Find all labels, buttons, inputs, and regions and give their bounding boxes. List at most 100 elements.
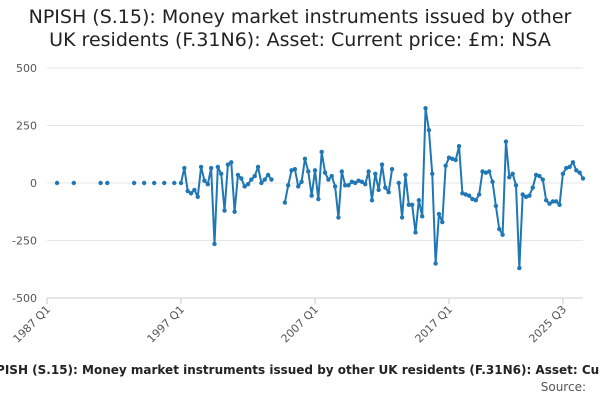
data-point[interactable] — [269, 177, 274, 182]
data-point[interactable] — [567, 164, 572, 170]
data-point[interactable] — [172, 180, 177, 186]
data-point[interactable] — [480, 169, 485, 174]
data-point[interactable] — [487, 169, 492, 174]
data-point[interactable] — [349, 179, 355, 185]
data-point[interactable] — [286, 183, 291, 188]
data-point[interactable] — [322, 170, 328, 175]
data-point[interactable] — [403, 172, 408, 178]
data-point[interactable] — [242, 184, 247, 189]
data-point[interactable] — [436, 211, 442, 217]
data-point[interactable] — [208, 165, 214, 171]
data-point[interactable] — [302, 156, 308, 162]
data-point[interactable] — [178, 180, 184, 186]
data-point[interactable] — [98, 180, 103, 186]
data-point[interactable] — [456, 144, 462, 149]
data-point[interactable] — [54, 180, 60, 186]
data-point[interactable] — [219, 171, 224, 176]
data-point[interactable] — [533, 172, 539, 178]
data-point[interactable] — [446, 155, 452, 160]
data-point[interactable] — [255, 164, 261, 170]
data-point[interactable] — [306, 169, 311, 174]
data-point[interactable] — [527, 193, 532, 198]
data-point[interactable] — [353, 180, 358, 186]
data-point[interactable] — [141, 180, 147, 186]
data-point[interactable] — [249, 177, 254, 182]
data-point[interactable] — [359, 179, 365, 185]
data-point[interactable] — [379, 162, 385, 167]
data-point[interactable] — [490, 179, 495, 185]
data-point[interactable] — [507, 175, 512, 180]
data-point[interactable] — [420, 214, 425, 219]
data-point[interactable] — [500, 232, 505, 237]
data-point[interactable] — [326, 177, 331, 182]
data-point[interactable] — [296, 184, 301, 189]
data-point[interactable] — [520, 192, 525, 197]
data-point[interactable] — [289, 168, 294, 173]
data-point[interactable] — [202, 178, 207, 183]
data-point[interactable] — [493, 203, 499, 209]
data-point[interactable] — [319, 149, 324, 155]
data-point[interactable] — [235, 172, 241, 178]
data-point[interactable] — [185, 188, 190, 194]
data-point[interactable] — [162, 180, 167, 186]
data-point[interactable] — [396, 180, 401, 186]
data-point[interactable] — [540, 177, 545, 182]
data-point[interactable] — [252, 173, 257, 179]
data-point[interactable] — [473, 198, 478, 203]
data-point[interactable] — [406, 202, 411, 208]
data-point[interactable] — [265, 172, 271, 178]
data-point[interactable] — [366, 169, 371, 174]
data-point[interactable] — [212, 241, 217, 247]
data-point[interactable] — [543, 198, 549, 203]
data-point[interactable] — [339, 169, 344, 174]
data-point[interactable] — [356, 178, 361, 183]
data-point[interactable] — [409, 202, 415, 208]
data-point[interactable] — [215, 164, 221, 170]
data-point[interactable] — [316, 196, 321, 202]
data-point[interactable] — [336, 215, 341, 220]
data-point[interactable] — [413, 230, 418, 235]
data-point[interactable] — [399, 215, 405, 220]
data-point[interactable] — [222, 208, 227, 213]
data-point[interactable] — [503, 139, 509, 144]
data-point[interactable] — [433, 261, 438, 266]
data-point[interactable] — [195, 194, 200, 199]
data-point[interactable] — [517, 265, 522, 271]
data-point[interactable] — [453, 157, 458, 163]
data-point[interactable] — [476, 192, 482, 197]
data-point[interactable] — [513, 183, 519, 188]
data-point[interactable] — [554, 199, 559, 204]
data-point[interactable] — [152, 180, 157, 186]
data-point[interactable] — [560, 171, 566, 176]
data-point[interactable] — [443, 163, 448, 168]
data-point[interactable] — [205, 181, 210, 187]
data-point[interactable] — [537, 173, 542, 179]
data-point[interactable] — [383, 185, 388, 190]
data-point[interactable] — [105, 180, 110, 186]
data-point[interactable] — [292, 167, 298, 172]
data-point[interactable] — [466, 193, 472, 198]
data-point[interactable] — [523, 194, 529, 199]
data-point[interactable] — [342, 183, 348, 188]
data-point[interactable] — [547, 201, 552, 206]
data-point[interactable] — [430, 171, 435, 176]
data-point[interactable] — [232, 209, 237, 214]
data-point[interactable] — [577, 170, 582, 175]
data-point[interactable] — [557, 202, 562, 208]
data-point[interactable] — [564, 165, 569, 171]
data-point[interactable] — [192, 187, 197, 193]
data-point[interactable] — [131, 180, 137, 186]
data-point[interactable] — [376, 187, 381, 193]
data-point[interactable] — [229, 160, 234, 165]
data-point[interactable] — [239, 176, 244, 181]
data-point[interactable] — [225, 162, 231, 167]
data-point[interactable] — [483, 170, 489, 175]
data-point[interactable] — [463, 192, 468, 197]
data-point[interactable] — [329, 173, 334, 179]
data-point[interactable] — [312, 168, 318, 173]
data-point[interactable] — [574, 168, 579, 173]
data-point[interactable] — [71, 180, 77, 186]
data-point[interactable] — [440, 219, 445, 225]
data-point[interactable] — [309, 193, 314, 198]
data-point[interactable] — [570, 160, 576, 165]
